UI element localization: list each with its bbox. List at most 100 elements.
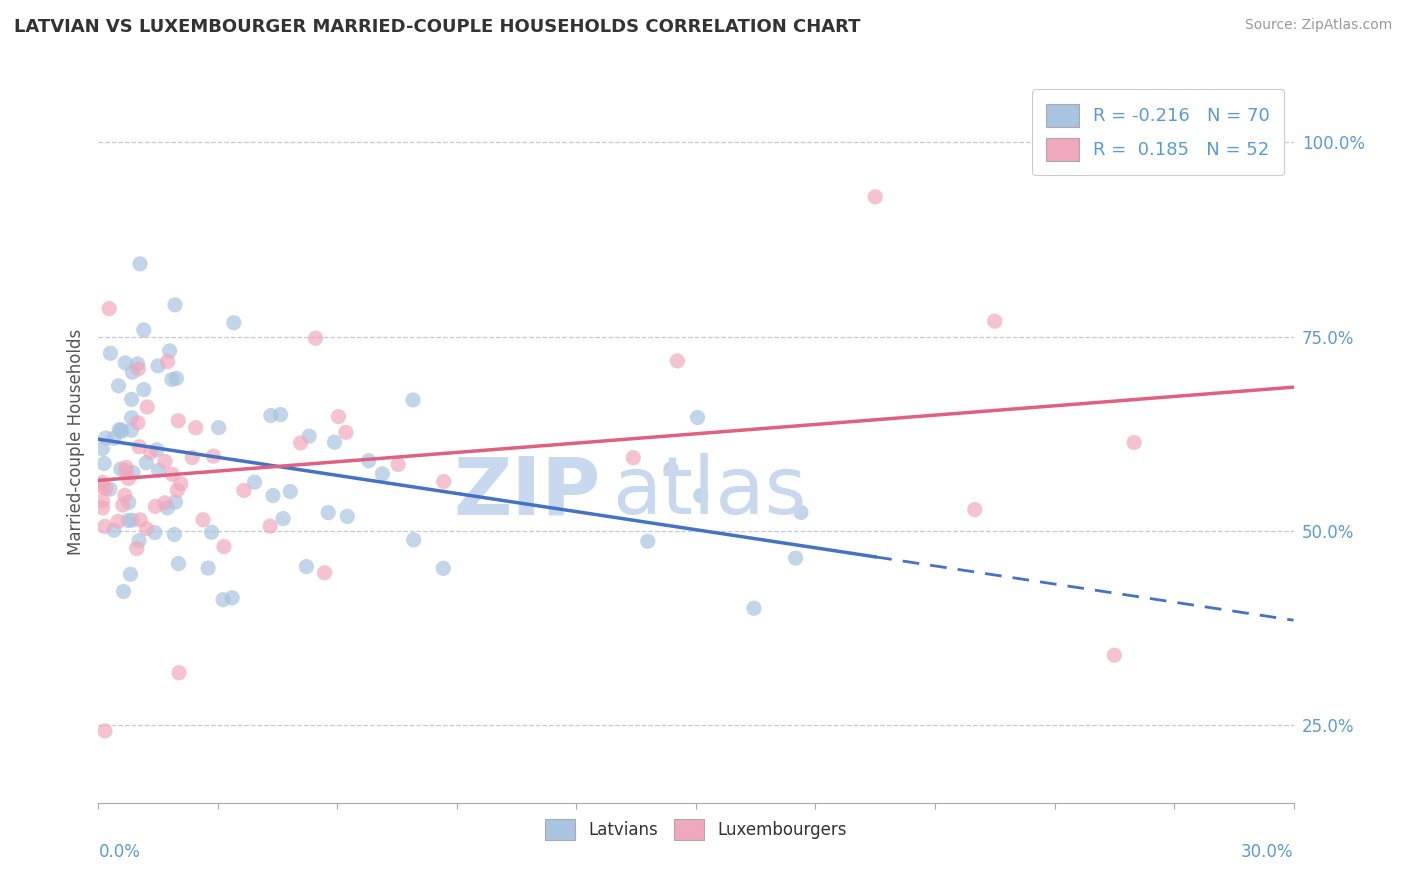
Point bbox=[184, 421, 207, 435]
Point bbox=[132, 323, 155, 337]
Point bbox=[111, 498, 134, 512]
Point bbox=[785, 551, 807, 566]
Point bbox=[108, 423, 131, 437]
Text: atlas: atlas bbox=[613, 453, 807, 531]
Point bbox=[686, 410, 709, 425]
Point bbox=[121, 365, 143, 379]
Point bbox=[91, 494, 114, 508]
Point bbox=[111, 424, 134, 438]
Point bbox=[191, 513, 214, 527]
Point bbox=[202, 449, 225, 463]
Point bbox=[136, 400, 159, 414]
Point bbox=[262, 489, 284, 503]
Point bbox=[742, 601, 765, 615]
Point bbox=[121, 410, 143, 425]
Point bbox=[120, 567, 142, 582]
Point bbox=[259, 519, 281, 533]
Point bbox=[316, 506, 339, 520]
Point bbox=[160, 372, 183, 386]
Point bbox=[160, 467, 183, 482]
Point bbox=[666, 354, 689, 368]
Point bbox=[371, 467, 394, 481]
Point bbox=[166, 483, 188, 498]
Point bbox=[865, 190, 887, 204]
Point bbox=[125, 541, 148, 556]
Point bbox=[94, 431, 117, 445]
Point bbox=[129, 513, 152, 527]
Point bbox=[165, 371, 187, 385]
Point bbox=[91, 480, 114, 494]
Point bbox=[278, 484, 301, 499]
Point bbox=[103, 431, 125, 445]
Point bbox=[271, 511, 294, 525]
Point bbox=[139, 445, 162, 459]
Point bbox=[260, 409, 283, 423]
Point bbox=[107, 379, 129, 393]
Point bbox=[963, 502, 986, 516]
Point bbox=[127, 416, 149, 430]
Point bbox=[153, 496, 176, 510]
Point bbox=[127, 357, 149, 371]
Point bbox=[165, 495, 187, 509]
Point bbox=[212, 540, 235, 554]
Point bbox=[94, 723, 117, 738]
Point bbox=[1104, 648, 1126, 663]
Point bbox=[181, 450, 204, 465]
Point bbox=[103, 523, 125, 537]
Point bbox=[197, 561, 219, 575]
Point bbox=[153, 454, 176, 468]
Text: 0.0%: 0.0% bbox=[98, 843, 141, 861]
Point bbox=[98, 482, 121, 496]
Point bbox=[146, 359, 169, 373]
Point bbox=[107, 515, 129, 529]
Legend: Latvians, Luxembourgers: Latvians, Luxembourgers bbox=[536, 811, 856, 848]
Point bbox=[143, 525, 166, 540]
Point bbox=[93, 519, 115, 533]
Text: Source: ZipAtlas.com: Source: ZipAtlas.com bbox=[1244, 18, 1392, 32]
Text: LATVIAN VS LUXEMBOURGER MARRIED-COUPLE HOUSEHOLDS CORRELATION CHART: LATVIAN VS LUXEMBOURGER MARRIED-COUPLE H… bbox=[14, 18, 860, 36]
Point bbox=[304, 331, 326, 345]
Point bbox=[270, 408, 292, 422]
Point bbox=[387, 458, 409, 472]
Point bbox=[135, 456, 157, 470]
Point bbox=[167, 665, 190, 680]
Point bbox=[114, 488, 136, 502]
Point bbox=[295, 559, 318, 574]
Point bbox=[148, 463, 170, 477]
Point bbox=[117, 513, 139, 527]
Point bbox=[323, 435, 346, 450]
Point bbox=[110, 462, 132, 476]
Point bbox=[145, 500, 167, 514]
Point bbox=[91, 475, 114, 490]
Point bbox=[163, 527, 186, 541]
Text: ZIP: ZIP bbox=[453, 453, 600, 531]
Point bbox=[117, 471, 139, 485]
Point bbox=[98, 301, 121, 316]
Point bbox=[118, 495, 141, 509]
Point bbox=[314, 566, 336, 580]
Point bbox=[129, 257, 152, 271]
Text: 30.0%: 30.0% bbox=[1241, 843, 1294, 861]
Point bbox=[432, 561, 454, 575]
Point bbox=[146, 442, 169, 457]
Point bbox=[222, 316, 245, 330]
Point bbox=[290, 436, 312, 450]
Point bbox=[402, 533, 425, 547]
Point bbox=[135, 522, 157, 536]
Point bbox=[114, 356, 136, 370]
Point bbox=[790, 505, 813, 519]
Point bbox=[156, 500, 179, 515]
Point bbox=[208, 420, 231, 434]
Point bbox=[621, 450, 644, 465]
Point bbox=[163, 298, 186, 312]
Point bbox=[112, 584, 135, 599]
Point bbox=[689, 488, 711, 502]
Point bbox=[433, 475, 456, 489]
Point bbox=[984, 314, 1007, 328]
Y-axis label: Married-couple Households: Married-couple Households bbox=[66, 328, 84, 555]
Point bbox=[91, 442, 114, 456]
Point bbox=[128, 533, 150, 548]
Point bbox=[298, 429, 321, 443]
Point bbox=[170, 476, 193, 491]
Point bbox=[159, 343, 181, 358]
